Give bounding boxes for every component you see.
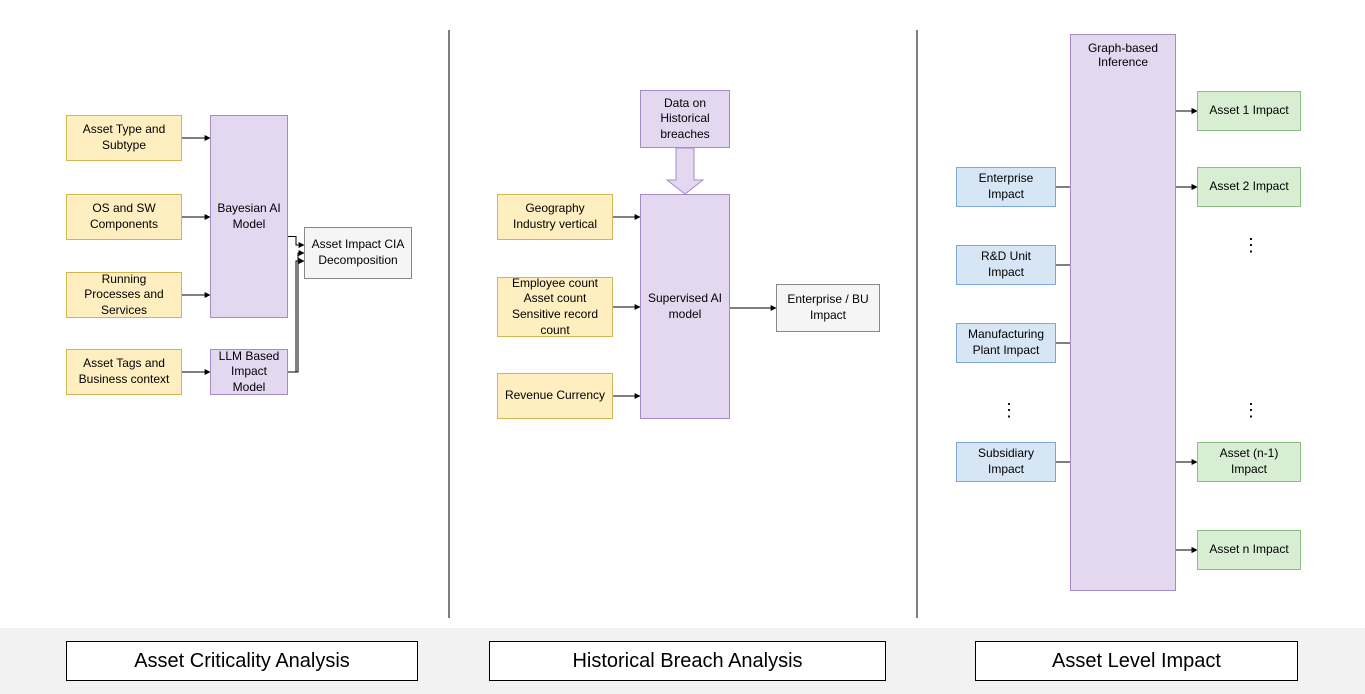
p2-input-counts: Employee count Asset count Sensitive rec… <box>497 277 613 337</box>
p1-input-os-sw: OS and SW Components <box>66 194 182 240</box>
p2-output-enterprise: Enterprise / BU Impact <box>776 284 880 332</box>
p3-graph-inference: Graph-based Inference <box>1070 34 1176 591</box>
p3-right-ellipsis-top: ⋮ <box>1242 235 1262 256</box>
p2-input-geo: Geography Industry vertical <box>497 194 613 240</box>
p1-bayesian-model: Bayesian AI Model <box>210 115 288 318</box>
p2-historical-data: Data on Historical breaches <box>640 90 730 148</box>
p3-asset-n-impact: Asset n Impact <box>1197 530 1301 570</box>
p3-mfg-impact: Manufacturing Plant Impact <box>956 323 1056 363</box>
p2-input-revenue: Revenue Currency <box>497 373 613 419</box>
p3-rnd-impact: R&D Unit Impact <box>956 245 1056 285</box>
p3-asset1-impact: Asset 1 Impact <box>1197 91 1301 131</box>
p1-input-asset-type: Asset Type and Subtype <box>66 115 182 161</box>
footer-band: Asset Criticality Analysis Historical Br… <box>0 628 1365 694</box>
footer-label-criticality: Asset Criticality Analysis <box>66 641 418 681</box>
footer-label-breach: Historical Breach Analysis <box>489 641 886 681</box>
p3-asset-nminus1-impact: Asset (n-1) Impact <box>1197 442 1301 482</box>
p1-output-cia: Asset Impact CIA Decomposition <box>304 227 412 279</box>
p3-asset2-impact: Asset 2 Impact <box>1197 167 1301 207</box>
p3-right-ellipsis-bot: ⋮ <box>1242 400 1262 421</box>
footer-label-assetlevel: Asset Level Impact <box>975 641 1298 681</box>
p1-input-tags: Asset Tags and Business context <box>66 349 182 395</box>
p1-input-processes: Running Processes and Services <box>66 272 182 318</box>
p3-subsidiary-impact: Subsidiary Impact <box>956 442 1056 482</box>
p3-graph-title: Graph-based Inference <box>1071 35 1175 69</box>
p3-enterprise-impact: Enterprise Impact <box>956 167 1056 207</box>
diagram-canvas: Asset Type and Subtype OS and SW Compone… <box>0 0 1365 694</box>
p2-supervised-model: Supervised AI model <box>640 194 730 419</box>
p3-left-ellipsis: ⋮ <box>1000 400 1020 421</box>
p1-llm-model: LLM Based Impact Model <box>210 349 288 395</box>
